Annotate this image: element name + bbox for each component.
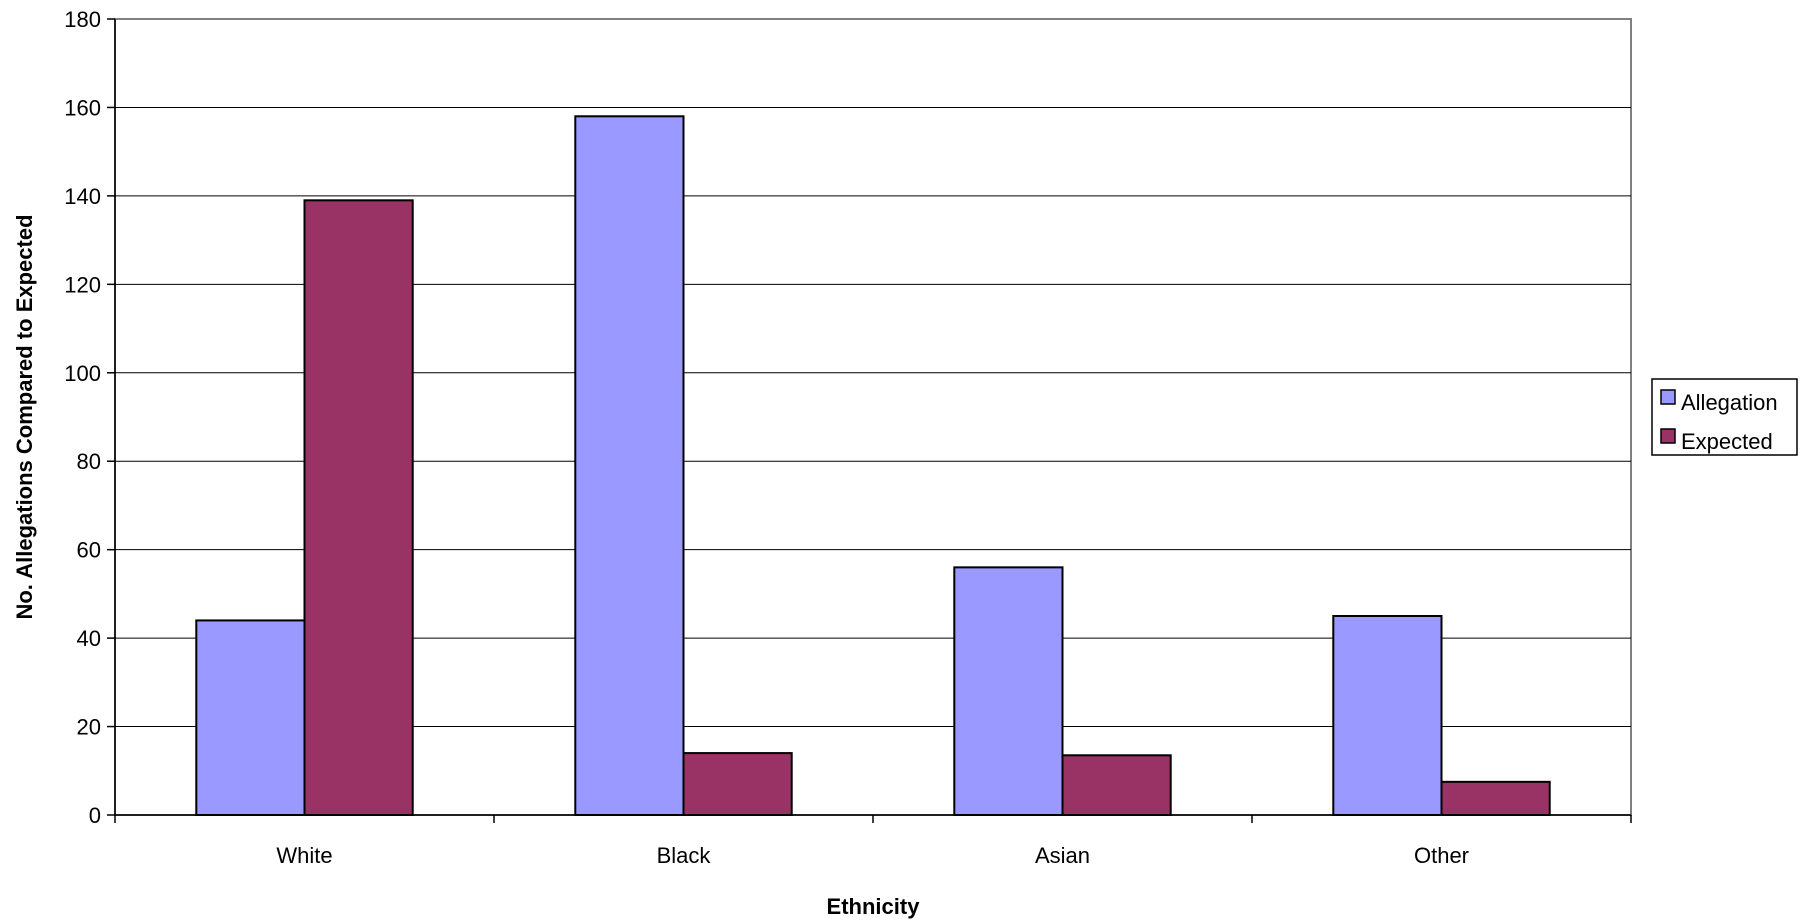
bar-expected-other — [1440, 780, 1551, 816]
bar-allegation-white — [195, 619, 306, 817]
x-tick-label: Other — [1414, 843, 1469, 868]
bars — [195, 115, 1551, 817]
legend-label-expected: Expected — [1681, 429, 1773, 454]
y-tick-label: 40 — [77, 626, 101, 651]
y-axis: 0 20 40 60 80 100 120 140 160 180 — [64, 7, 116, 828]
x-axis: White Black Asian Other — [114, 814, 1632, 868]
y-tick-label: 140 — [64, 184, 101, 209]
x-tick-label: White — [276, 843, 332, 868]
y-tick-label: 80 — [77, 449, 101, 474]
y-tick-label: 100 — [64, 361, 101, 386]
bar-allegation-black — [574, 115, 685, 817]
y-tick-label: 0 — [89, 803, 101, 828]
y-axis-title: No. Allegations Compared to Expected — [12, 214, 37, 619]
x-tick-label: Asian — [1035, 843, 1090, 868]
y-tick-label: 160 — [64, 95, 101, 120]
legend-swatch-allegation — [1660, 389, 1676, 405]
legend-box — [1651, 378, 1798, 456]
bar-expected-white — [303, 199, 414, 817]
bar-expected-black — [682, 752, 793, 816]
y-tick-label: 60 — [77, 538, 101, 563]
legend: Allegation Expected — [1651, 378, 1798, 456]
x-axis-title: Ethnicity — [827, 894, 921, 919]
x-tick-label: Black — [657, 843, 712, 868]
y-tick-label: 120 — [64, 272, 101, 297]
bar-expected-asian — [1061, 754, 1172, 816]
y-tick-label: 20 — [77, 715, 101, 740]
bar-allegation-other — [1332, 615, 1443, 816]
y-tick-label: 180 — [64, 7, 101, 32]
legend-swatch-expected — [1660, 428, 1676, 444]
bar-allegation-asian — [953, 566, 1064, 816]
legend-label-allegation: Allegation — [1681, 390, 1778, 415]
